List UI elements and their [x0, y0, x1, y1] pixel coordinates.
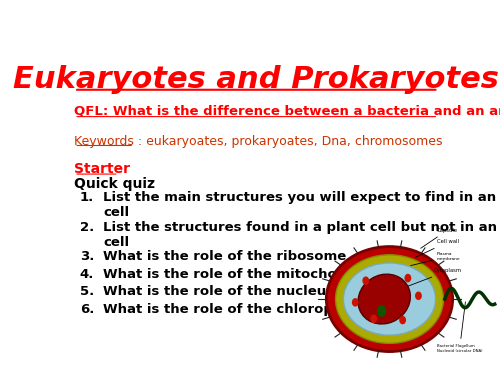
Circle shape: [352, 298, 358, 307]
Text: 1.: 1.: [80, 191, 94, 204]
Text: Eukaryotes and Prokaryotes: Eukaryotes and Prokaryotes: [14, 65, 499, 94]
Text: 4.: 4.: [80, 268, 94, 281]
Text: Cytoplasm: Cytoplasm: [398, 268, 462, 290]
Circle shape: [404, 274, 411, 282]
Text: List the structures found in a plant cell but not in an animal
cell: List the structures found in a plant cel…: [103, 221, 500, 249]
Text: Plasma
membrane: Plasma membrane: [410, 252, 461, 266]
Text: What is the role of the nucleus: What is the role of the nucleus: [103, 285, 334, 298]
Ellipse shape: [344, 263, 436, 335]
Ellipse shape: [358, 274, 410, 324]
Text: Starter: Starter: [74, 162, 130, 176]
Text: Capsule: Capsule: [420, 228, 458, 248]
Text: Quick quiz: Quick quiz: [74, 177, 155, 191]
Ellipse shape: [326, 247, 452, 352]
Text: 5.: 5.: [80, 285, 94, 298]
Text: What is the role of the ribosome: What is the role of the ribosome: [103, 250, 346, 263]
Text: What is the role of the chloroplasts: What is the role of the chloroplasts: [103, 303, 368, 316]
Text: QFL: What is the difference between a bacteria and an animal cell: QFL: What is the difference between a ba…: [74, 104, 500, 117]
Circle shape: [399, 316, 406, 324]
Ellipse shape: [336, 255, 444, 344]
Circle shape: [415, 291, 422, 300]
Text: Bacterial Flagellum
Nucleoid (circular DNA): Bacterial Flagellum Nucleoid (circular D…: [437, 302, 482, 352]
Text: List the main structures you will expect to find in an animal
cell: List the main structures you will expect…: [103, 191, 500, 219]
Text: 6.: 6.: [80, 303, 94, 316]
Text: Cell wall: Cell wall: [416, 240, 459, 257]
Text: 3.: 3.: [80, 250, 94, 263]
Text: 2.: 2.: [80, 221, 94, 234]
Text: Keywords : eukaryoates, prokaryoates, Dna, chromosomes: Keywords : eukaryoates, prokaryoates, Dn…: [74, 135, 442, 147]
Circle shape: [377, 305, 386, 317]
Circle shape: [362, 276, 369, 285]
Text: What is the role of the mitochondria: What is the role of the mitochondria: [103, 268, 376, 281]
Circle shape: [370, 315, 377, 323]
